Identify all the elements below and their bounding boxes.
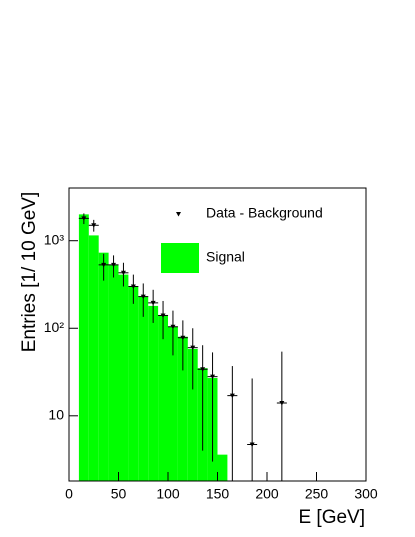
- data-point: [91, 223, 97, 228]
- legend-label: Signal: [206, 249, 245, 265]
- x-tick-label: 300: [354, 486, 378, 502]
- signal-bar: [217, 454, 228, 481]
- data-point: [180, 335, 186, 341]
- x-axis-title: E [GeV]: [298, 507, 365, 528]
- data-point: [81, 216, 87, 221]
- signal-bar: [78, 214, 89, 481]
- x-tick-label: 100: [156, 486, 180, 502]
- data-point: [190, 345, 196, 351]
- signal-bar: [158, 315, 168, 481]
- signal-bar: [88, 235, 99, 481]
- signal-bar: [128, 286, 139, 481]
- data-point: [120, 270, 126, 276]
- legend-label: Data - Background: [206, 205, 323, 221]
- data-point: [111, 262, 117, 268]
- signal-bar: [118, 274, 129, 481]
- signal-bar: [108, 264, 119, 481]
- y-tick-label: 10²: [44, 319, 65, 335]
- signal-bar: [177, 336, 188, 481]
- x-tick-label: 0: [65, 486, 73, 502]
- signal-bar: [98, 252, 109, 481]
- data-point: [160, 313, 166, 318]
- y-axis-title: Entries [1/ 10 GeV]: [19, 192, 40, 353]
- data-point: [200, 367, 206, 372]
- signal-bar: [168, 326, 178, 481]
- signal-bar: [138, 296, 149, 481]
- data-point: [101, 262, 107, 268]
- x-tick-label: 150: [206, 486, 230, 502]
- y-tick-label: 10: [48, 407, 64, 423]
- data-point: [210, 374, 216, 380]
- data-point: [249, 442, 255, 448]
- plot-area: [78, 213, 287, 481]
- legend-swatch: [161, 243, 199, 273]
- y-tick-label: 10³: [44, 231, 65, 247]
- legend-marker: [176, 212, 181, 217]
- x-tick-label: 250: [305, 486, 329, 502]
- data-point: [130, 284, 136, 289]
- x-tick-label: 200: [255, 486, 279, 502]
- data-point: [170, 324, 176, 330]
- signal-bar: [187, 348, 198, 481]
- signal-bar: [148, 305, 159, 481]
- x-tick-label: 50: [111, 486, 127, 502]
- data-point: [140, 294, 146, 300]
- data-point: [229, 393, 235, 399]
- data-point: [279, 401, 285, 406]
- data-point: [150, 300, 156, 306]
